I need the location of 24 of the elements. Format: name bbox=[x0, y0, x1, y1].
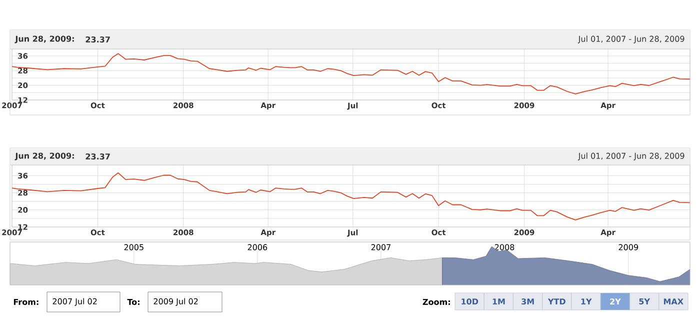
text: 1Y bbox=[581, 298, 592, 304]
text: 2007 Jul 02 bbox=[52, 298, 97, 306]
text: 2Y bbox=[610, 298, 621, 304]
text: To: bbox=[127, 299, 140, 305]
text: 2009 Jul 02 bbox=[154, 298, 198, 306]
text: 5Y bbox=[639, 298, 650, 304]
x-tick-label: 2007 bbox=[371, 244, 390, 250]
text: 10D bbox=[462, 298, 478, 305]
x-tick-label: 2008 bbox=[494, 244, 514, 250]
text: 3M bbox=[522, 298, 534, 305]
x-tick-label: 2006 bbox=[248, 244, 268, 250]
text: 23.37 bbox=[86, 36, 110, 43]
text: Zoom: bbox=[422, 299, 450, 305]
x-tick-label: 2005 bbox=[124, 244, 144, 250]
text: Jun 28, 2009: bbox=[14, 36, 74, 44]
text: 1M bbox=[492, 298, 505, 304]
text: YTD bbox=[548, 298, 566, 304]
x-tick-label: 2009 bbox=[618, 244, 638, 250]
text: 23.37 bbox=[86, 153, 110, 160]
text: MAX bbox=[664, 298, 684, 304]
text: Jun 28, 2009: bbox=[14, 152, 74, 160]
text: From: bbox=[14, 299, 38, 305]
chart-subtitle: Jul 01, 2007 - Jun 28, 2009 bbox=[578, 152, 684, 160]
chart-subtitle: Jul 01, 2007 - Jun 28, 2009 bbox=[578, 36, 684, 44]
